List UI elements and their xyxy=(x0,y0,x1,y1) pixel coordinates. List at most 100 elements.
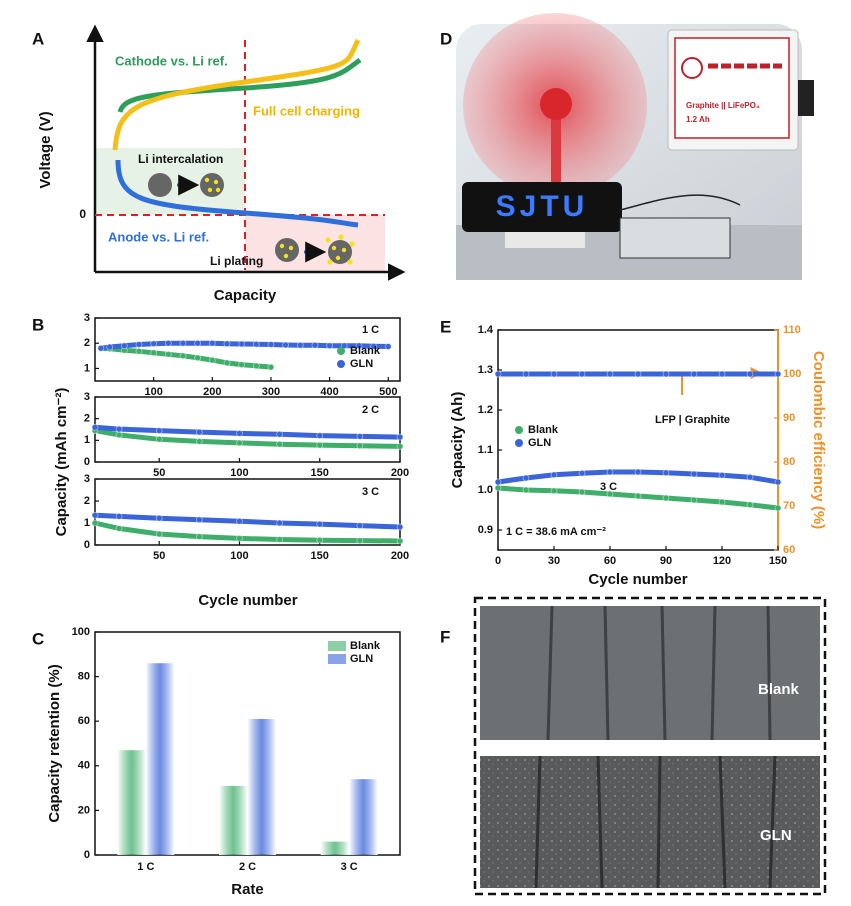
data-point xyxy=(550,487,558,495)
display-stand xyxy=(505,232,585,248)
data-point xyxy=(115,431,123,439)
y2-tick-label: 110 xyxy=(783,324,801,336)
series-line xyxy=(92,512,403,530)
data-point xyxy=(494,478,502,486)
data-point xyxy=(326,342,334,350)
x-tick-label: 300 xyxy=(262,386,280,398)
y-tick-label: 2 xyxy=(84,495,90,507)
x-tick-label: 1 C xyxy=(137,861,154,873)
folds xyxy=(546,605,772,741)
data-point xyxy=(223,359,231,367)
x-tick-label: 400 xyxy=(320,386,338,398)
data-point xyxy=(106,343,114,351)
bar xyxy=(320,841,350,855)
data-point xyxy=(356,442,364,450)
battery-label xyxy=(674,37,790,139)
full-cell-curve xyxy=(112,38,361,151)
y2-tick-label: 60 xyxy=(783,544,795,556)
y-axis-label: Capacity (Ah) xyxy=(449,392,466,489)
data-point xyxy=(662,469,670,477)
data-point xyxy=(91,519,99,527)
data-point xyxy=(774,478,782,486)
data-point xyxy=(316,536,324,544)
axis-label: Voltage (V) xyxy=(37,111,54,188)
x-tick-label: 60 xyxy=(604,555,616,567)
logo xyxy=(681,57,703,79)
y-tick-label: 0 xyxy=(84,456,90,468)
data-point xyxy=(164,350,172,358)
annotation: 2 C xyxy=(362,404,379,416)
data-point xyxy=(578,370,586,378)
data-point xyxy=(97,344,105,352)
data-point xyxy=(316,432,324,439)
y-tick-label: 2 xyxy=(84,337,90,349)
y2-axis-label: Coulombic efficiency (%) xyxy=(810,351,827,529)
data-point xyxy=(195,533,203,541)
data-point xyxy=(252,340,260,348)
cell-label: Graphite || LiFePO₄ xyxy=(686,101,760,110)
y-tick-label: 20 xyxy=(78,804,90,816)
data-point xyxy=(276,430,284,438)
data-point xyxy=(718,370,726,378)
legend-swatch xyxy=(328,641,346,651)
y-tick-label: 1.0 xyxy=(478,484,493,496)
data-point xyxy=(179,339,187,347)
data-point xyxy=(91,511,99,519)
plot-frame xyxy=(94,478,401,546)
region xyxy=(245,215,385,271)
panel-letter: B xyxy=(32,315,44,334)
data-point xyxy=(238,340,246,348)
legend-swatch xyxy=(337,360,345,368)
data-point xyxy=(606,370,614,378)
curve-label: Cathode vs. Li ref. xyxy=(115,53,228,68)
y2-tick-label: 90 xyxy=(783,412,795,424)
region-label: Li plating xyxy=(210,254,263,268)
data-point xyxy=(311,341,319,349)
data-point xyxy=(746,370,754,378)
y-tick-label: 1.4 xyxy=(478,324,494,336)
data-point xyxy=(115,425,123,433)
data-point xyxy=(195,438,203,445)
legend-label: Blank xyxy=(528,424,559,436)
data-point xyxy=(91,423,99,431)
legend-label: Blank xyxy=(350,345,381,357)
data-point xyxy=(135,347,143,355)
x-axis-label: Cycle number xyxy=(588,571,687,588)
legend-label: Blank xyxy=(350,640,381,652)
fan-stand xyxy=(551,100,561,185)
x-tick-label: 150 xyxy=(311,467,329,479)
data-point xyxy=(194,339,202,347)
data-point xyxy=(662,494,670,502)
data-point xyxy=(396,537,404,545)
plot-frame xyxy=(94,317,401,382)
data-point xyxy=(774,370,782,378)
axis-label: Cycle number xyxy=(198,592,297,609)
particle xyxy=(148,173,172,197)
data-point xyxy=(155,530,163,538)
y-tick-label: 0 xyxy=(84,849,90,861)
data-point xyxy=(155,435,163,443)
x-tick-label: 2 C xyxy=(239,861,256,873)
panel-letter: A xyxy=(32,29,44,48)
x-tick-label: 120 xyxy=(713,555,731,567)
fan-hub xyxy=(540,88,572,120)
data-point xyxy=(578,469,586,477)
legend-swatch xyxy=(515,426,523,434)
data-point xyxy=(774,504,782,512)
data-point xyxy=(155,514,163,522)
panel-letter: E xyxy=(440,317,451,336)
schematic: Voltage (V) Capacity 0 Cathode vs. Li re… xyxy=(37,24,406,304)
data-point xyxy=(115,525,123,532)
panel-letter: D xyxy=(440,29,452,48)
display-text: SJTU xyxy=(496,190,589,223)
data-point xyxy=(267,363,275,371)
data-point xyxy=(550,370,558,378)
x-tick-label: 150 xyxy=(769,555,787,567)
electrode xyxy=(480,606,820,740)
data-point xyxy=(164,339,172,347)
data-point xyxy=(355,342,363,350)
x-tick-label: 100 xyxy=(230,550,248,562)
data-point xyxy=(396,523,404,531)
data-point xyxy=(276,519,284,527)
legend-swatch xyxy=(515,439,523,447)
